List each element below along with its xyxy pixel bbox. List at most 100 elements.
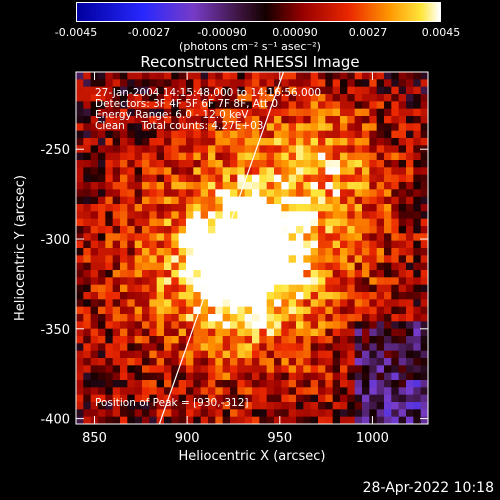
heatmap-pixel [134, 123, 143, 132]
heatmap-pixel [274, 108, 282, 117]
heatmap-pixel [193, 240, 202, 249]
heatmap-pixel [332, 226, 341, 234]
heatmap-pixel [105, 372, 114, 381]
heatmap-pixel [310, 372, 319, 381]
heatmap-pixel [83, 196, 92, 205]
heatmap-pixel [222, 284, 231, 293]
heatmap-pixel [281, 79, 290, 88]
heatmap-pixel [134, 226, 143, 234]
heatmap-pixel [288, 174, 297, 183]
heatmap-pixel [112, 94, 121, 102]
heatmap-pixel [303, 123, 312, 132]
heatmap-pixel [222, 138, 231, 146]
heatmap-pixel [120, 79, 128, 88]
heatmap-pixel [332, 372, 341, 381]
heatmap-pixel [274, 336, 282, 344]
heatmap-pixel [178, 233, 187, 242]
heatmap-pixel [406, 160, 414, 168]
heatmap-pixel [288, 262, 297, 271]
heatmap-pixel [332, 248, 341, 256]
heatmap-pixel [90, 174, 99, 183]
heatmap-pixel [288, 167, 297, 176]
heatmap-pixel [134, 321, 143, 330]
heatmap-pixel [120, 130, 128, 139]
heatmap-pixel [259, 108, 268, 117]
heatmap-pixel [134, 233, 143, 242]
heatmap-pixel [391, 336, 400, 344]
heatmap-pixel [156, 336, 165, 344]
heatmap-pixel [215, 328, 224, 337]
heatmap-pixel [83, 358, 92, 366]
heatmap-pixel [420, 182, 429, 190]
heatmap-pixel [310, 123, 319, 132]
heatmap-pixel [112, 167, 121, 176]
heatmap-pixel [325, 343, 334, 352]
heatmap-pixel [303, 402, 312, 410]
heatmap-pixel [318, 116, 326, 124]
heatmap-pixel [420, 108, 429, 117]
heatmap-pixel [340, 380, 348, 388]
heatmap-pixel [215, 152, 224, 161]
heatmap-pixel [362, 160, 370, 168]
heatmap-pixel [332, 101, 341, 110]
heatmap-pixel [76, 226, 84, 234]
heatmap-pixel [149, 350, 158, 359]
heatmap-pixel [384, 292, 392, 300]
heatmap-pixel [340, 292, 348, 300]
heatmap-pixel [252, 380, 260, 388]
heatmap-pixel [274, 72, 282, 80]
heatmap-pixel [310, 240, 319, 249]
heatmap-pixel [200, 416, 209, 425]
heatmap-pixel [362, 416, 370, 425]
heatmap-pixel [142, 218, 150, 227]
heatmap-pixel [281, 358, 290, 366]
heatmap-pixel [354, 314, 363, 322]
heatmap-pixel [266, 328, 275, 337]
heatmap-pixel [105, 270, 114, 278]
heatmap-pixel [237, 116, 246, 124]
heatmap-pixel [281, 189, 290, 198]
heatmap-pixel [134, 108, 143, 117]
heatmap-pixel [127, 108, 136, 117]
heatmap-pixel [303, 416, 312, 425]
heatmap-pixel [244, 277, 253, 286]
heatmap-pixel [200, 262, 209, 271]
heatmap-pixel [288, 416, 297, 425]
heatmap-pixel [90, 350, 99, 359]
heatmap-pixel [288, 321, 297, 330]
heatmap-pixel [354, 79, 363, 88]
heatmap-pixel [318, 262, 326, 271]
heatmap-pixel [171, 72, 180, 80]
heatmap-pixel [398, 409, 407, 418]
heatmap-pixel [200, 350, 209, 359]
heatmap-pixel [208, 372, 216, 381]
heatmap-pixel [90, 160, 99, 168]
heatmap-pixel [266, 130, 275, 139]
heatmap-pixel [332, 240, 341, 249]
heatmap-pixel [200, 306, 209, 315]
heatmap-pixel [325, 336, 334, 344]
detectors-label: Detectors: 3F 4F 5F 6F 7F 8F, Att 0 [95, 98, 279, 110]
heatmap-pixel [362, 365, 370, 374]
heatmap-pixel [171, 196, 180, 205]
heatmap-pixel [369, 299, 378, 308]
heatmap-pixel [347, 174, 356, 183]
heatmap-pixel [134, 255, 143, 264]
heatmap-pixel [369, 314, 378, 322]
heatmap-pixel [142, 160, 150, 168]
heatmap-pixel [398, 226, 407, 234]
heatmap-pixel [266, 167, 275, 176]
heatmap-pixel [398, 167, 407, 176]
heatmap-pixel [391, 174, 400, 183]
heatmap-pixel [230, 306, 238, 315]
heatmap-pixel [354, 262, 363, 271]
heatmap-pixel [127, 233, 136, 242]
heatmap-pixel [354, 72, 363, 80]
heatmap-pixel [340, 299, 348, 308]
heatmap-pixel [259, 380, 268, 388]
heatmap-pixel [76, 365, 84, 374]
heatmap-pixel [376, 108, 385, 117]
heatmap-pixel [215, 416, 224, 425]
heatmap-pixel [156, 270, 165, 278]
heatmap-pixel [296, 72, 304, 80]
